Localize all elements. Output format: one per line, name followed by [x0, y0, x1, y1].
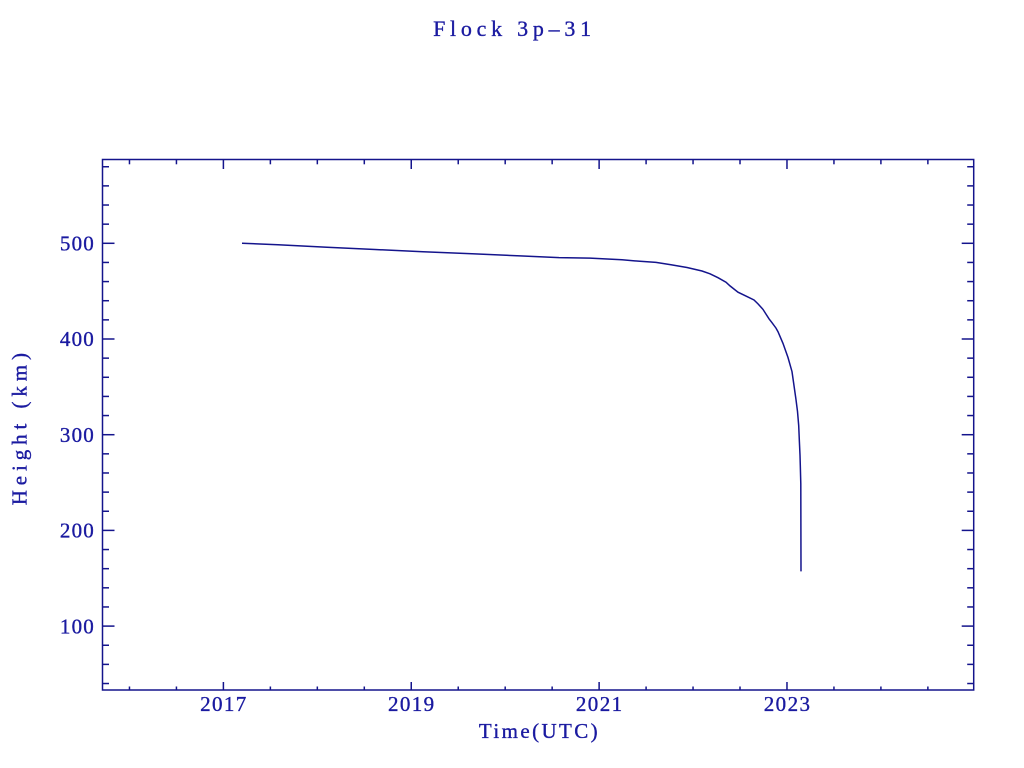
svg-text:Height (km): Height (km) [8, 348, 32, 505]
svg-text:100: 100 [60, 614, 95, 638]
svg-text:2023: 2023 [764, 692, 812, 716]
svg-text:Flock 3p–31: Flock 3p–31 [433, 16, 596, 41]
svg-text:200: 200 [60, 519, 95, 543]
svg-text:400: 400 [60, 327, 95, 351]
svg-text:500: 500 [60, 232, 95, 256]
svg-text:Time(UTC): Time(UTC) [479, 719, 600, 743]
svg-text:2017: 2017 [200, 692, 248, 716]
svg-text:2021: 2021 [576, 692, 624, 716]
svg-text:300: 300 [60, 423, 95, 447]
svg-text:2019: 2019 [388, 692, 436, 716]
